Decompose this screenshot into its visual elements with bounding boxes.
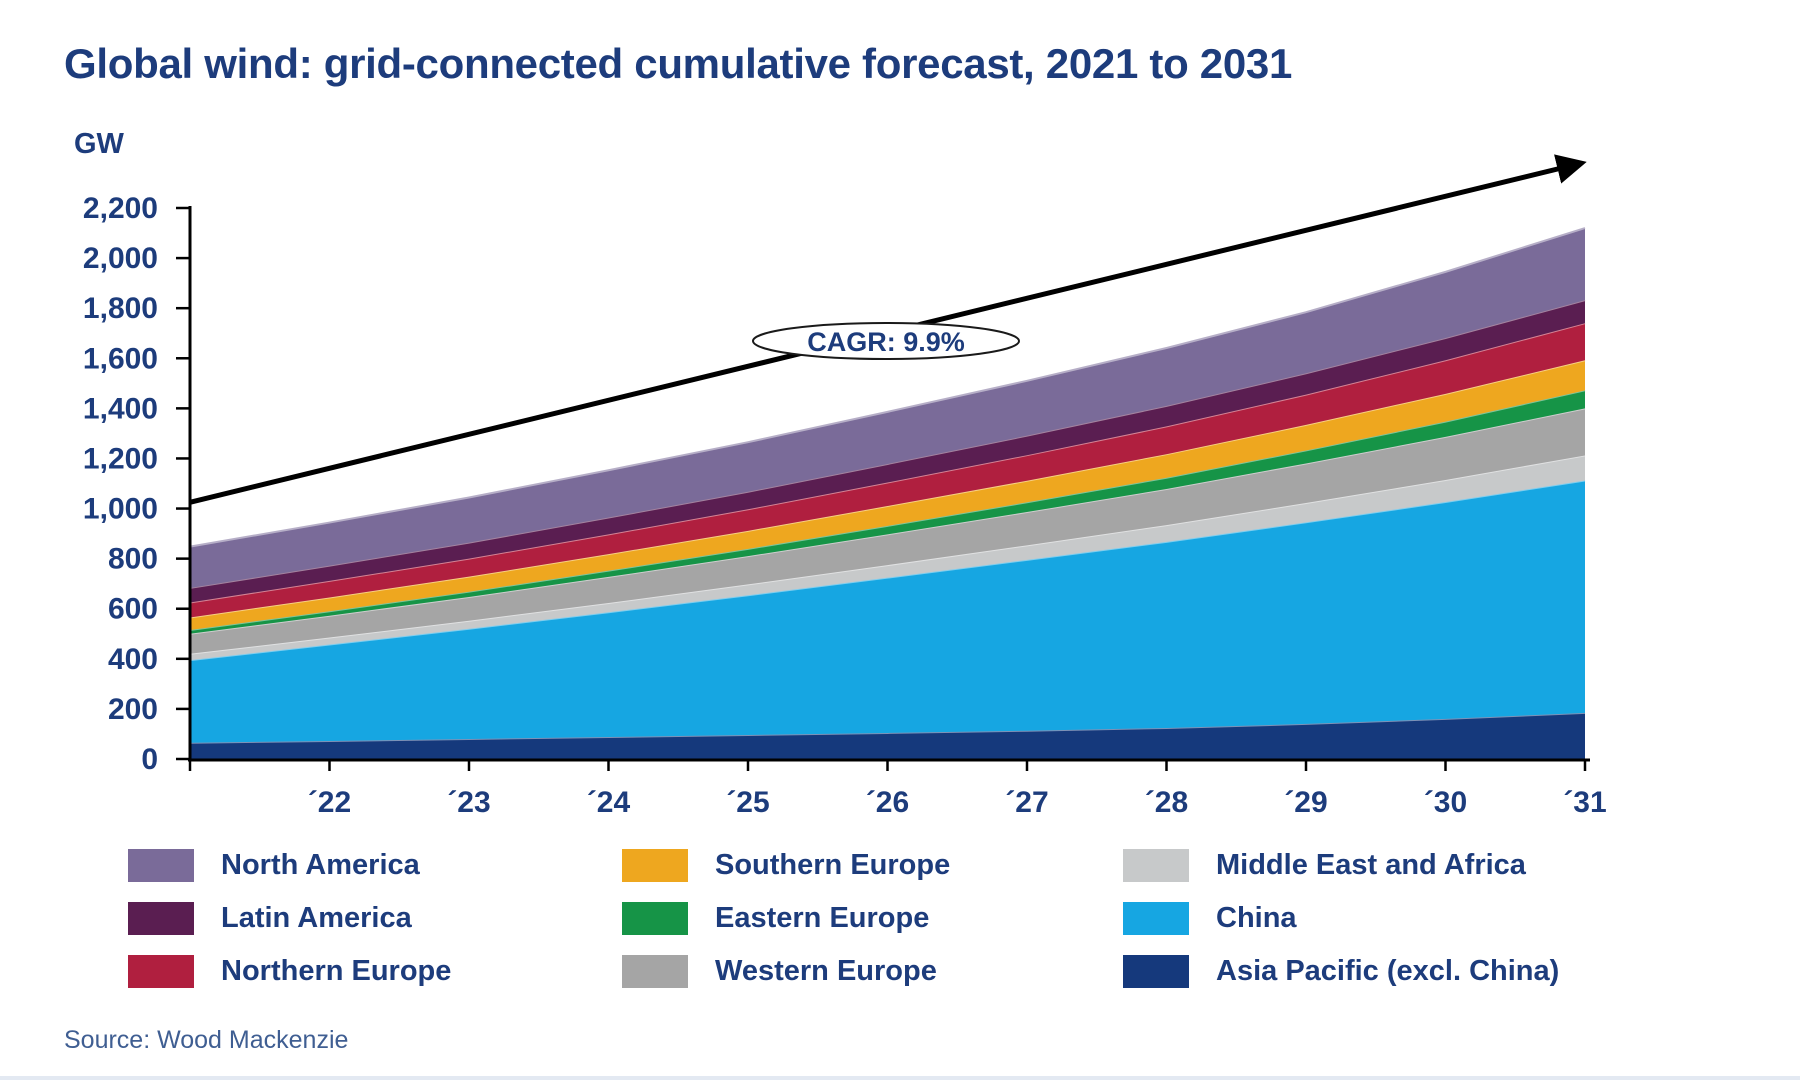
legend-swatch-southern-europe (622, 848, 688, 882)
y-axis-tick-label: 1,600 (83, 342, 158, 375)
x-axis-tick-label: ´24 (587, 786, 631, 819)
legend-swatch-northern-europe (128, 954, 194, 988)
x-axis-tick-label: ´31 (1563, 786, 1606, 819)
area-middle-east-and-africa (190, 455, 1585, 661)
chart-legend: North America Latin America Northern Eur… (128, 848, 1559, 988)
source-attribution: Source: Wood Mackenzie (64, 1026, 349, 1054)
legend-swatch-latin-america (128, 901, 194, 935)
area-asia-pacific-excl-china (190, 712, 1585, 759)
x-axis-tick-label: ´22 (308, 786, 351, 819)
legend-item-northern-europe: Northern Europe (128, 954, 622, 988)
legend-item-china: China (1123, 901, 1559, 935)
area-western-europe (190, 408, 1585, 654)
x-axis-tick-label: ´29 (1284, 786, 1327, 819)
y-axis-tick-label: 2,000 (83, 242, 158, 275)
legend-label: Asia Pacific (excl. China) (1216, 954, 1560, 987)
y-axis-tick-label: 2,200 (83, 192, 158, 225)
area-china (190, 480, 1585, 743)
y-axis-tick-label: 800 (108, 543, 158, 576)
y-axis-unit-label: GW (74, 128, 124, 160)
legend-swatch-north-america (128, 848, 194, 882)
legend-item-southern-europe: Southern Europe (622, 848, 1123, 882)
legend-swatch-middle-east-africa (1123, 848, 1189, 882)
legend-item-middle-east-africa: Middle East and Africa (1123, 848, 1559, 882)
area-north-america (190, 228, 1585, 588)
legend-item-latin-america: Latin America (128, 901, 622, 935)
axes (188, 206, 1590, 762)
legend-label: Western Europe (715, 954, 937, 987)
x-axis-tick-label: ´26 (866, 786, 909, 819)
y-axis-tick-label: 1,000 (83, 493, 158, 526)
legend-swatch-china (1123, 901, 1189, 935)
legend-swatch-asia-pacific (1123, 954, 1189, 988)
legend-item-western-europe: Western Europe (622, 954, 1123, 988)
y-axis-tick-label: 0 (141, 743, 158, 776)
legend-label: Middle East and Africa (1216, 848, 1526, 881)
bottom-divider (0, 1076, 1800, 1080)
y-axis-tick-label: 200 (108, 693, 158, 726)
area-northern-europe (190, 323, 1585, 618)
legend-item-eastern-europe: Eastern Europe (622, 901, 1123, 935)
legend-swatch-western-europe (622, 954, 688, 988)
legend-label: North America (221, 848, 420, 881)
area-latin-america (190, 300, 1585, 603)
x-axis-tick-label: ´25 (726, 786, 769, 819)
y-axis-tick-label: 400 (108, 643, 158, 676)
legend-item-north-america: North America (128, 848, 622, 882)
y-axis-tick-label: 1,800 (83, 292, 158, 325)
y-axis-tick-label: 600 (108, 593, 158, 626)
legend-swatch-eastern-europe (622, 901, 688, 935)
legend-label: Southern Europe (715, 848, 951, 881)
x-axis-tick-label: ´23 (447, 786, 490, 819)
area-top-separator (189, 227, 1586, 548)
x-axis-tick-label: ´30 (1424, 786, 1467, 819)
chart-title: Global wind: grid-connected cumulative f… (64, 40, 1293, 87)
legend-label: Latin America (221, 901, 412, 934)
cagr-annotation-label: CAGR: 9.9% (807, 327, 965, 357)
cagr-annotation-ellipse (752, 322, 1020, 360)
legend-item-asia-pacific: Asia Pacific (excl. China) (1123, 954, 1559, 988)
y-axis-tick-label: 1,200 (83, 442, 158, 475)
legend-label: Northern Europe (221, 954, 452, 987)
legend-label: China (1216, 901, 1297, 934)
y-axis-tick-label: 1,400 (83, 392, 158, 425)
x-axis-tick-label: ´27 (1005, 786, 1048, 819)
area-southern-europe (190, 360, 1585, 631)
x-axis-tick-label: ´28 (1145, 786, 1188, 819)
legend-label: Eastern Europe (715, 901, 930, 934)
